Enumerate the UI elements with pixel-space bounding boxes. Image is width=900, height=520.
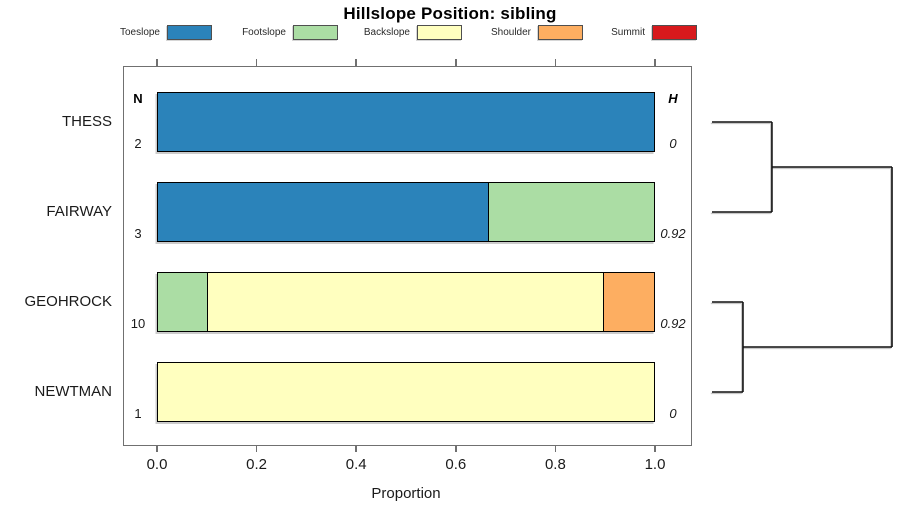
n-value: 1 (134, 406, 142, 421)
series-label-thess: THESS (61, 113, 112, 130)
dendrogram-lines (712, 121, 893, 393)
h-column-header: H (668, 91, 678, 106)
x-tick-top (554, 59, 557, 66)
x-tick-bottom (156, 445, 158, 452)
h-value: 0 (669, 136, 677, 151)
legend-label: Footslope (242, 27, 286, 38)
stacked-bar-thess (157, 92, 655, 152)
legend-item-summit: Summit (611, 25, 697, 40)
legend-item-shoulder: Shoulder (491, 25, 583, 40)
stacked-bar-geohrock (157, 272, 655, 332)
x-tick-bottom (455, 445, 457, 452)
x-tick-bottom (654, 445, 656, 452)
bar-segment-backslope (207, 273, 605, 331)
stacked-bar-newtman (157, 362, 655, 422)
x-tick-label: 0.2 (246, 456, 268, 473)
x-axis-title: Proportion (371, 485, 441, 502)
x-tick-label: 0.8 (544, 456, 566, 473)
stacked-bar-fairway (157, 182, 655, 242)
x-tick-label: 1.0 (644, 456, 666, 473)
bar-segment-toeslope (158, 93, 654, 151)
dendrogram-shadow (710, 122, 892, 395)
h-value: 0 (669, 406, 677, 421)
x-tick-top (255, 59, 258, 66)
series-label-newtman: NEWTMAN (34, 383, 113, 400)
series-label-geohrock: GEOHROCK (24, 293, 112, 310)
x-tick-bottom (554, 445, 557, 452)
legend-label: Backslope (363, 27, 410, 38)
n-value: 10 (130, 316, 146, 331)
legend-swatch (538, 25, 583, 40)
x-tick-label: 0.0 (146, 456, 168, 473)
legend-item-toeslope: Toeslope (120, 25, 212, 40)
x-tick-top (455, 59, 457, 66)
n-column-header: N (133, 91, 143, 106)
bar-segment-shoulder (604, 273, 654, 331)
legend-item-backslope: Backslope (364, 25, 462, 40)
bar-segment-toeslope (158, 183, 489, 241)
x-tick-top (355, 59, 357, 66)
n-value: 2 (134, 136, 142, 151)
x-tick-top (156, 59, 158, 66)
legend-label: Shoulder (490, 27, 531, 38)
legend-swatch (293, 25, 338, 40)
bar-segment-footslope (488, 183, 654, 241)
legend-item-footslope: Footslope (242, 25, 338, 40)
h-value: 0.92 (660, 226, 686, 241)
legend-swatch (417, 25, 462, 40)
series-label-fairway: FAIRWAY (46, 203, 112, 220)
legend-label: Summit (611, 27, 645, 38)
bar-segment-footslope (158, 273, 208, 331)
x-tick-top (654, 59, 656, 66)
x-tick-bottom (255, 445, 258, 452)
n-value: 3 (134, 226, 142, 241)
x-tick-bottom (355, 445, 357, 452)
legend-label: Toeslope (119, 27, 160, 38)
bar-segment-backslope (158, 363, 654, 421)
chart-title: Hillslope Position: sibling (343, 4, 557, 23)
legend-swatch (652, 25, 697, 40)
x-tick-label: 0.6 (445, 456, 467, 473)
legend-swatch (167, 25, 212, 40)
x-tick-label: 0.4 (345, 456, 367, 473)
h-value: 0.92 (660, 316, 686, 331)
